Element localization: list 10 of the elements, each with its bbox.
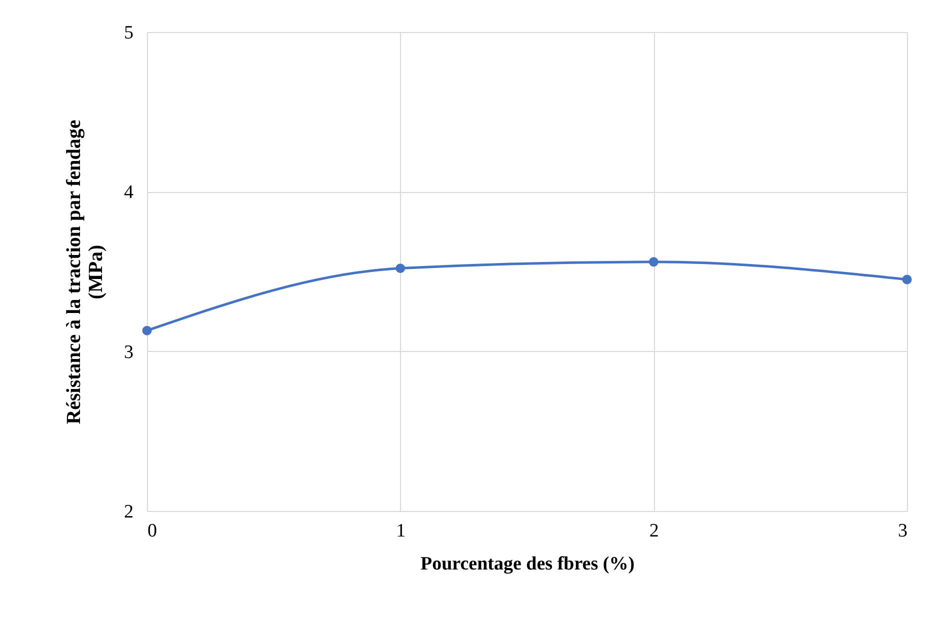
y-axis-title: Résistance à la traction par fendage (MPa) (63, 120, 107, 424)
x-tick-label: 0 (148, 520, 157, 542)
x-tick-label: 1 (396, 520, 406, 542)
y-tick-label: 3 (124, 342, 134, 363)
y-tick-label: 4 (124, 182, 134, 204)
y-tick-label: 2 (124, 502, 134, 522)
x-axis-title: Pourcentage des fbres (%) (420, 554, 635, 574)
y-tick-label: 5 (124, 22, 134, 44)
x-tick-label: 3 (898, 520, 908, 542)
x-tick-label: 2 (649, 520, 659, 542)
